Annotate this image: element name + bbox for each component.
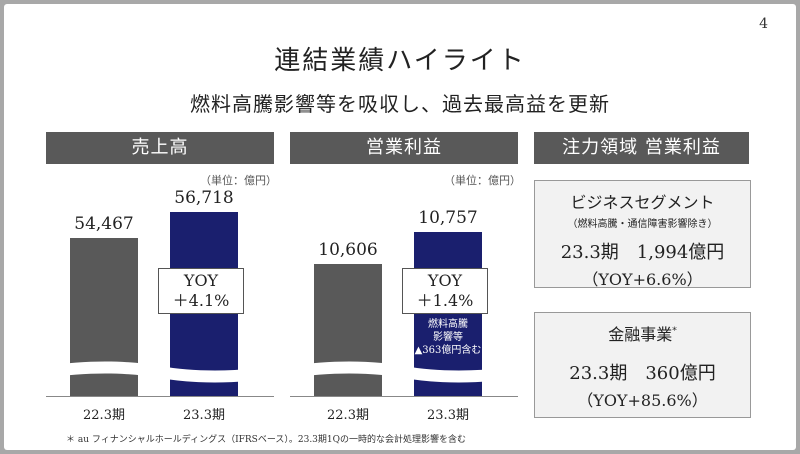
- op-cat-23: 23.3期: [427, 408, 469, 423]
- op-yoy-box: YOY ＋1.4%: [402, 268, 488, 314]
- focus-header: 注力領域 営業利益: [534, 132, 749, 164]
- finance-yoy: （YOY+85.6%）: [577, 391, 708, 410]
- sales-unit: （単位：億円）: [200, 174, 277, 187]
- sales-yoy-value: ＋4.1%: [172, 291, 230, 310]
- axis-break-wave-sales: [46, 361, 274, 383]
- finance-title: 金融事業: [608, 325, 673, 344]
- sales-baseline: [46, 396, 274, 397]
- op-note-line3: ▲363億円含む: [414, 345, 482, 356]
- business-yoy: （YOY+6.6%）: [582, 270, 703, 289]
- op-profit-header: 営業利益: [290, 132, 518, 164]
- slide: 4 連結業績ハイライト 燃料高騰影響等を吸収し、過去最高益を更新 売上高 （単位…: [4, 4, 796, 450]
- business-subtitle: （燃料高騰・通信障害影響除き）: [567, 219, 718, 230]
- sales-value-22: 54,467: [74, 214, 134, 234]
- op-value-22: 10,606: [318, 240, 378, 260]
- finance-box: 金融事業* 23.3期 360億円 （YOY+85.6%）: [534, 312, 751, 418]
- op-note-line1: 燃料高騰: [428, 319, 468, 330]
- sales-cat-23: 23.3期: [183, 408, 225, 423]
- business-title: ビジネスセグメント: [570, 193, 715, 212]
- business-segment-box: ビジネスセグメント （燃料高騰・通信障害影響除き） 23.3期 1,994億円 …: [534, 180, 751, 289]
- sales-yoy-label: YOY: [183, 271, 219, 290]
- footnote: ＊ au フィナンシャルホールディングス（IFRSベース）。23.3期1Qの一時…: [66, 435, 467, 445]
- finance-title-wrap: 金融事業*: [535, 321, 750, 345]
- axis-break-wave-op: [290, 361, 518, 383]
- sales-value-23: 56,718: [174, 188, 234, 208]
- page-number: 4: [759, 16, 768, 32]
- business-value: 23.3期 1,994億円: [560, 242, 725, 263]
- finance-value: 23.3期 360億円: [569, 363, 716, 384]
- slide-title: 連結業績ハイライト: [274, 46, 526, 76]
- op-bar-23: [414, 232, 482, 396]
- op-yoy-value: ＋1.4%: [416, 291, 474, 310]
- slide-subtitle: 燃料高騰影響等を吸収し、過去最高益を更新: [190, 92, 610, 116]
- op-note-line2: 影響等: [433, 332, 463, 343]
- finance-title-mark: *: [672, 326, 677, 337]
- op-profit-unit: （単位：億円）: [444, 174, 521, 187]
- sales-header: 売上高: [46, 132, 274, 164]
- op-value-23: 10,757: [418, 208, 478, 228]
- op-baseline: [290, 396, 518, 397]
- op-bar-note: 燃料高騰 影響等 ▲363億円含む: [414, 318, 482, 357]
- sales-cat-22: 22.3期: [83, 408, 125, 423]
- op-yoy-label: YOY: [427, 271, 463, 290]
- op-cat-22: 22.3期: [327, 408, 369, 423]
- sales-yoy-box: YOY ＋4.1%: [158, 268, 244, 314]
